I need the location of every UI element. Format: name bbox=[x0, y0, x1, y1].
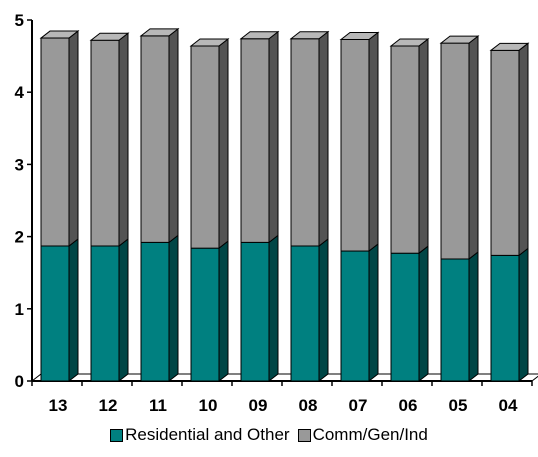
bar-top-face bbox=[239, 31, 280, 40]
x-tick-label: 04 bbox=[499, 396, 518, 415]
bar-front-face bbox=[40, 245, 70, 382]
bar-comm-gen-ind-05 bbox=[439, 35, 480, 261]
bar-side-face bbox=[468, 35, 479, 261]
bar-comm-gen-ind-09 bbox=[239, 30, 280, 244]
bar-front-face bbox=[90, 245, 120, 382]
bar-front-face bbox=[440, 42, 470, 260]
bar-side-face bbox=[268, 234, 279, 383]
bar-front-face bbox=[190, 45, 220, 249]
x-tick-label: 12 bbox=[99, 396, 118, 415]
x-tick-label: 13 bbox=[49, 396, 68, 415]
bar-side-face bbox=[268, 30, 279, 244]
bar-front-face bbox=[90, 39, 120, 247]
bar-side-face bbox=[418, 37, 429, 255]
bar-front-face bbox=[290, 38, 320, 247]
bar-comm-gen-ind-08 bbox=[289, 30, 330, 248]
bar-side-face bbox=[168, 234, 179, 383]
bar-comm-gen-ind-11 bbox=[139, 27, 180, 244]
bar-side-face bbox=[218, 240, 229, 383]
y-tick-label: 3 bbox=[15, 155, 24, 174]
bar-residential-and-other-12 bbox=[90, 237, 129, 383]
bar-front-face bbox=[240, 241, 270, 382]
legend: Residential and Other Comm/Gen/Ind bbox=[0, 423, 538, 447]
bar-residential-and-other-09 bbox=[240, 234, 279, 383]
bar-residential-and-other-05 bbox=[440, 250, 479, 383]
bar-top-face bbox=[289, 31, 330, 40]
bar-side-face bbox=[168, 27, 179, 244]
bar-front-face bbox=[240, 38, 270, 243]
legend-label-residential: Residential and Other bbox=[125, 425, 290, 444]
bars bbox=[39, 27, 530, 383]
legend-item-residential: Residential and Other bbox=[110, 425, 290, 445]
bar-side-face bbox=[518, 42, 529, 257]
legend-swatch-commercial bbox=[297, 428, 311, 442]
bar-side-face bbox=[118, 32, 129, 248]
bar-top-face bbox=[389, 38, 430, 47]
bar-comm-gen-ind-07 bbox=[339, 31, 380, 253]
x-tick-label: 06 bbox=[399, 396, 418, 415]
x-tick-label: 08 bbox=[299, 396, 318, 415]
y-axis-ticks: 0 1 2 3 4 5 bbox=[15, 11, 32, 391]
bar-top-face bbox=[189, 38, 230, 47]
bar-residential-and-other-13 bbox=[40, 237, 79, 383]
bar-front-face bbox=[140, 241, 170, 382]
bar-front-face bbox=[490, 254, 520, 382]
bar-side-face bbox=[218, 37, 229, 250]
bar-residential-and-other-11 bbox=[140, 234, 179, 383]
bar-comm-gen-ind-10 bbox=[189, 37, 230, 250]
bar-residential-and-other-10 bbox=[190, 240, 229, 383]
x-tick-label: 09 bbox=[249, 396, 268, 415]
bar-side-face bbox=[118, 237, 129, 383]
bar-front-face bbox=[190, 247, 220, 382]
bar-side-face bbox=[418, 245, 429, 383]
bar-top-face bbox=[339, 31, 380, 40]
bar-comm-gen-ind-13 bbox=[39, 30, 80, 248]
bar-front-face bbox=[490, 49, 520, 256]
bar-front-face bbox=[390, 45, 420, 254]
legend-label-commercial: Comm/Gen/Ind bbox=[312, 425, 428, 444]
bar-top-face bbox=[139, 28, 180, 37]
x-tick-label: 11 bbox=[149, 396, 167, 415]
bar-side-face bbox=[368, 31, 379, 253]
bar-residential-and-other-04 bbox=[490, 247, 529, 383]
x-tick-label: 05 bbox=[449, 396, 468, 415]
y-tick-label: 5 bbox=[15, 11, 24, 30]
bar-top-face bbox=[489, 42, 530, 51]
bar-side-face bbox=[468, 250, 479, 383]
legend-item-commercial: Comm/Gen/Ind bbox=[297, 425, 428, 445]
bar-front-face bbox=[440, 258, 470, 382]
x-axis-ticks: 13 12 11 10 09 08 07 06 05 04 bbox=[31, 381, 533, 415]
bar-side-face bbox=[68, 237, 79, 383]
bar-front-face bbox=[340, 250, 370, 382]
x-tick-label: 07 bbox=[349, 396, 368, 415]
bar-top-face bbox=[89, 32, 130, 41]
bar-comm-gen-ind-06 bbox=[389, 37, 430, 255]
bar-residential-and-other-08 bbox=[290, 237, 329, 383]
legend-swatch-residential bbox=[110, 428, 124, 442]
y-tick-label: 0 bbox=[15, 372, 24, 391]
bar-residential-and-other-06 bbox=[390, 245, 429, 383]
bar-comm-gen-ind-12 bbox=[89, 32, 130, 248]
bar-side-face bbox=[68, 30, 79, 248]
bar-top-face bbox=[439, 35, 480, 44]
bar-front-face bbox=[290, 245, 320, 382]
y-tick-label: 2 bbox=[15, 228, 24, 247]
bar-comm-gen-ind-04 bbox=[489, 42, 530, 257]
bar-front-face bbox=[390, 252, 420, 382]
bar-side-face bbox=[318, 30, 329, 248]
y-tick-label: 4 bbox=[15, 83, 25, 102]
bar-side-face bbox=[368, 243, 379, 383]
bar-front-face bbox=[140, 35, 170, 243]
bar-top-face bbox=[39, 30, 80, 39]
x-tick-label: 10 bbox=[199, 396, 218, 415]
bar-residential-and-other-07 bbox=[340, 243, 379, 383]
bar-side-face bbox=[518, 247, 529, 383]
bar-front-face bbox=[40, 37, 70, 247]
bar-front-face bbox=[340, 38, 370, 252]
bar-side-face bbox=[318, 237, 329, 383]
y-tick-label: 1 bbox=[15, 300, 24, 319]
